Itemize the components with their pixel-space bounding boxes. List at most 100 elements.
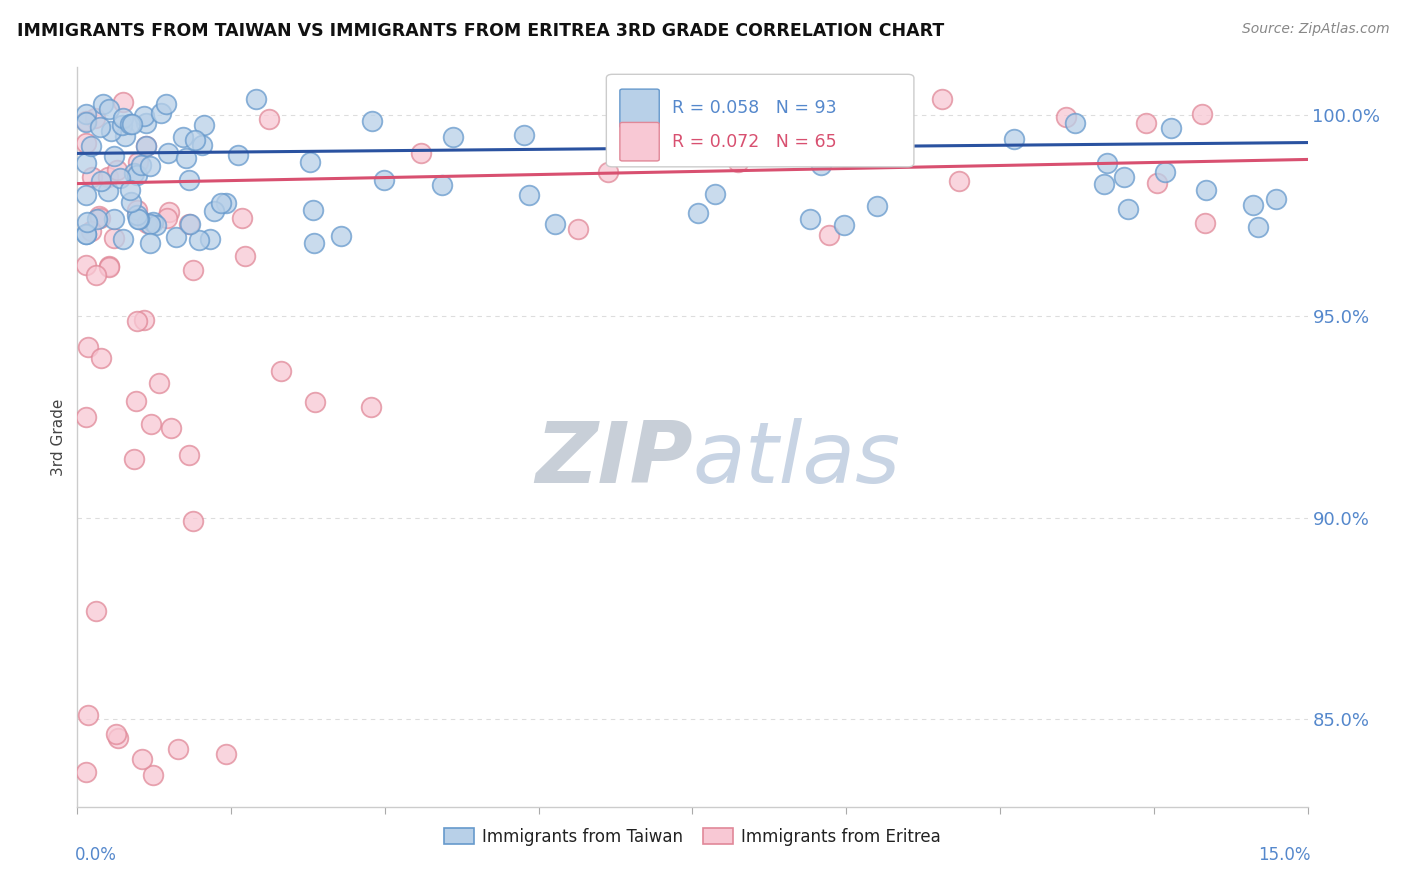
FancyBboxPatch shape [606,74,914,167]
Point [111,118,134,132]
Point [127,211,149,226]
Point [193,118,215,132]
Point [112,95,135,109]
Point [75,227,97,241]
Point [226,147,249,161]
Point [142,215,165,229]
Point [132,109,155,123]
Point [727,155,749,169]
Point [1247,219,1270,234]
Text: Source: ZipAtlas.com: Source: ZipAtlas.com [1241,22,1389,37]
Point [512,128,534,142]
Point [75,409,97,424]
Point [704,187,727,202]
Text: ZIP: ZIP [534,417,693,500]
Point [97,260,120,274]
Point [202,203,225,218]
Text: 15.0%: 15.0% [1258,847,1310,864]
Point [181,514,204,528]
Point [75,114,97,128]
Point [114,128,136,143]
Point [90,351,112,365]
Point [209,196,232,211]
Point [90,174,112,188]
Point [135,116,157,130]
Point [172,129,194,144]
Point [104,727,127,741]
Point [1116,202,1139,216]
Point [810,158,832,172]
Y-axis label: 3rd Grade: 3rd Grade [51,399,66,475]
Point [156,211,179,226]
Point [179,173,201,187]
Point [817,228,839,243]
Point [108,171,131,186]
Point [100,124,122,138]
Point [820,109,842,123]
Point [177,448,200,462]
Point [430,178,453,192]
Point [76,340,98,354]
Point [136,216,159,230]
Point [1146,176,1168,190]
Point [89,211,111,225]
Point [125,168,148,182]
Point [1194,215,1216,229]
Point [89,120,111,135]
Point [302,235,325,250]
Point [76,215,98,229]
Point [948,174,970,188]
Point [118,117,141,131]
Point [103,231,125,245]
Point [179,217,201,231]
Point [127,155,149,169]
Point [1195,183,1218,197]
Point [125,314,148,328]
Point [125,208,148,222]
Point [75,136,97,150]
Point [120,183,142,197]
Point [135,139,157,153]
Point [373,173,395,187]
Point [1160,120,1182,135]
Point [139,159,162,173]
Point [832,218,855,232]
Text: R = 0.058   N = 93: R = 0.058 N = 93 [672,99,837,118]
Point [75,156,97,170]
Point [75,258,97,272]
Point [155,96,177,111]
Point [76,708,98,723]
Point [1135,116,1157,130]
Point [174,152,197,166]
Point [245,92,267,106]
Point [361,113,384,128]
Point [165,230,187,244]
Point [215,195,238,210]
Point [75,106,97,120]
Point [142,767,165,781]
Point [1054,110,1077,124]
Point [441,130,464,145]
Point [866,199,889,213]
Point [1094,178,1116,192]
Point [617,114,640,128]
Point [150,106,173,120]
Point [84,604,107,618]
Point [121,117,143,131]
Point [75,227,97,242]
Point [98,102,121,116]
Point [112,232,135,246]
Point [233,249,256,263]
Point [105,163,128,178]
Point [191,137,214,152]
Point [97,169,120,184]
Point [122,166,145,180]
Point [157,205,180,219]
Point [665,111,688,125]
Point [1002,132,1025,146]
Point [762,130,785,145]
Point [200,232,222,246]
Point [1063,115,1085,129]
Point [1265,192,1288,206]
Legend: Immigrants from Taiwan, Immigrants from Eritrea: Immigrants from Taiwan, Immigrants from … [437,821,948,852]
